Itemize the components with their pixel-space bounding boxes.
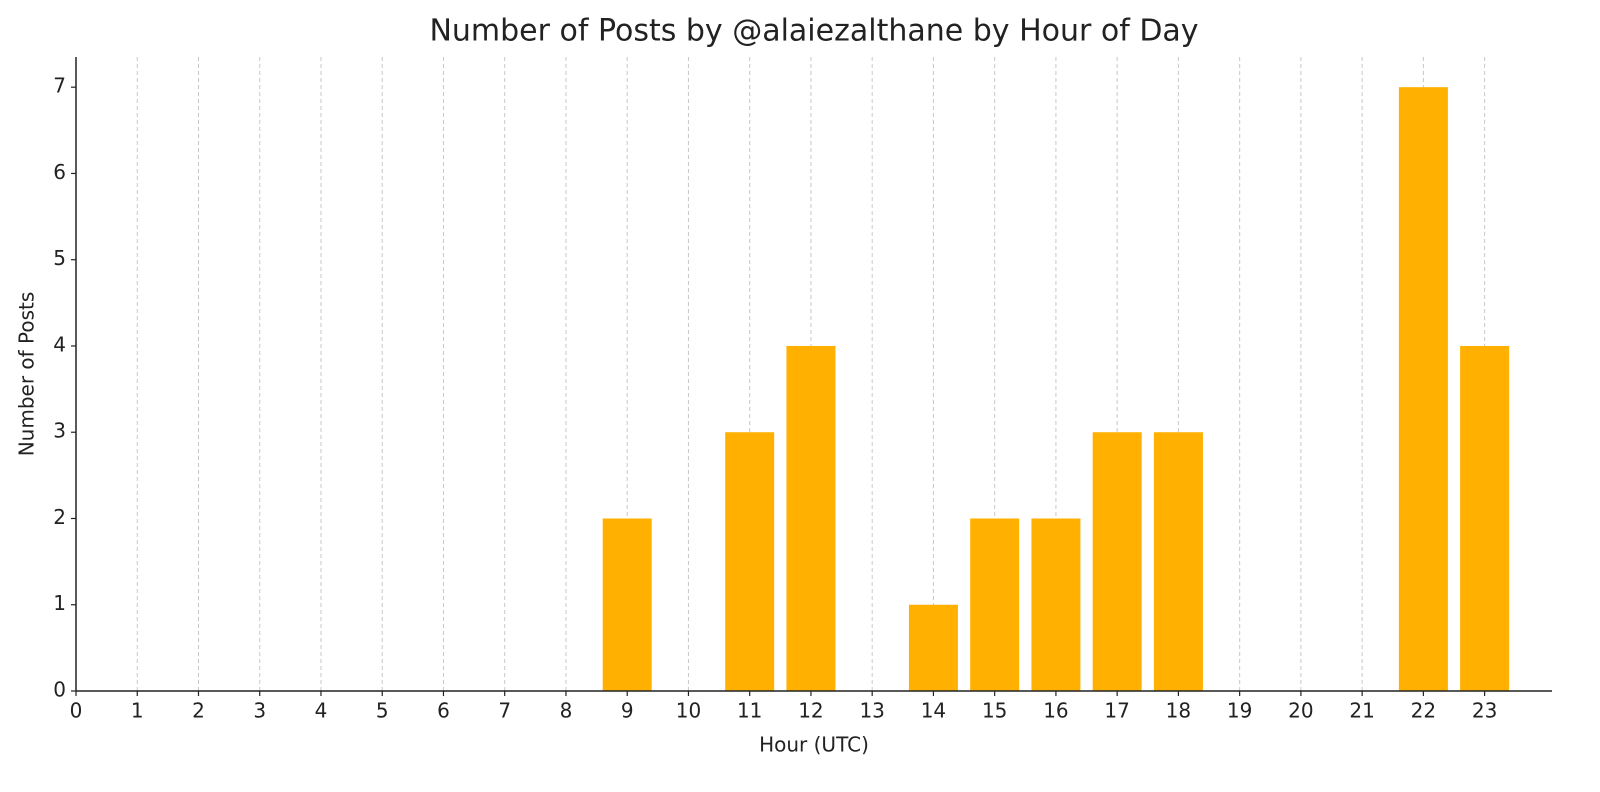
x-axis-label: Hour (UTC) <box>759 733 869 757</box>
y-axis-label: Number of Posts <box>15 292 39 457</box>
y-tick-label: 1 <box>53 591 66 615</box>
x-tick-label: 4 <box>315 699 328 723</box>
x-tick-label: 5 <box>376 699 389 723</box>
y-tick-label: 3 <box>53 419 66 443</box>
bar <box>1398 87 1448 691</box>
x-tick-label: 18 <box>1166 699 1191 723</box>
bar <box>908 604 958 691</box>
chart-title: Number of Posts by @alaiezalthane by Hou… <box>429 14 1198 49</box>
x-tick-label: 15 <box>982 699 1007 723</box>
x-tick-label: 3 <box>253 699 266 723</box>
x-tick-label: 20 <box>1288 699 1313 723</box>
x-tick-label: 6 <box>437 699 450 723</box>
bar <box>1031 518 1081 691</box>
bar <box>1153 432 1203 691</box>
x-tick-label: 0 <box>70 699 83 723</box>
x-tick-label: 22 <box>1411 699 1436 723</box>
x-tick-label: 9 <box>621 699 634 723</box>
y-tick-label: 5 <box>53 246 66 270</box>
bar <box>970 518 1020 691</box>
x-tick-label: 8 <box>560 699 573 723</box>
x-tick-label: 14 <box>921 699 946 723</box>
x-tick-label: 19 <box>1227 699 1252 723</box>
bar <box>786 345 836 691</box>
x-tick-label: 11 <box>737 699 762 723</box>
x-tick-label: 13 <box>859 699 884 723</box>
y-tick-label: 4 <box>53 332 66 356</box>
x-tick-label: 17 <box>1104 699 1129 723</box>
y-tick-label: 7 <box>53 74 66 98</box>
x-tick-label: 12 <box>798 699 823 723</box>
y-tick-label: 2 <box>53 505 66 529</box>
x-tick-label: 16 <box>1043 699 1068 723</box>
x-tick-label: 23 <box>1472 699 1497 723</box>
bar <box>1092 432 1142 691</box>
y-tick-label: 6 <box>53 160 66 184</box>
bar <box>725 432 775 691</box>
x-tick-label: 21 <box>1349 699 1374 723</box>
bar <box>1460 345 1510 691</box>
y-tick-label: 0 <box>53 678 66 702</box>
x-tick-label: 7 <box>498 699 511 723</box>
bar <box>602 518 652 691</box>
x-tick-label: 10 <box>676 699 701 723</box>
x-tick-label: 1 <box>131 699 144 723</box>
x-tick-label: 2 <box>192 699 205 723</box>
